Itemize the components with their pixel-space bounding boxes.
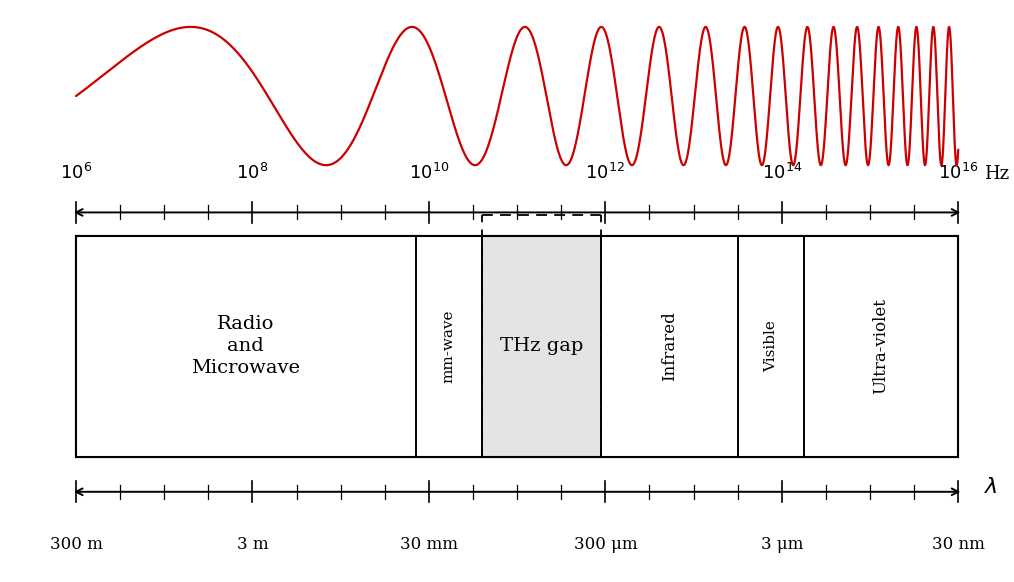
Text: 300 μm: 300 μm — [574, 535, 637, 553]
Text: 30 nm: 30 nm — [932, 535, 985, 553]
Text: $10^{10}$: $10^{10}$ — [409, 163, 449, 183]
Text: Ultra-violet: Ultra-violet — [872, 299, 889, 394]
Text: $10^{14}$: $10^{14}$ — [762, 163, 802, 183]
Text: mm-wave: mm-wave — [442, 310, 455, 383]
Bar — [76, 236, 958, 457]
Text: Radio
and
Microwave: Radio and Microwave — [192, 315, 300, 378]
Text: 3 m: 3 m — [236, 535, 269, 553]
Bar — [416, 236, 482, 457]
Bar — [76, 236, 416, 457]
Bar — [482, 236, 601, 457]
Bar — [601, 236, 738, 457]
Bar — [76, 236, 958, 457]
Bar — [738, 236, 804, 457]
Text: Visible: Visible — [764, 320, 778, 372]
Text: $10^{6}$: $10^{6}$ — [60, 163, 92, 183]
Text: Hz: Hz — [984, 165, 1009, 183]
Text: 300 m: 300 m — [50, 535, 102, 553]
Text: THz gap: THz gap — [500, 338, 583, 355]
Text: $10^{12}$: $10^{12}$ — [585, 163, 626, 183]
Text: $10^{8}$: $10^{8}$ — [236, 163, 269, 183]
Text: 30 mm: 30 mm — [400, 535, 458, 553]
Text: Infrared: Infrared — [661, 311, 677, 381]
Text: $\lambda$: $\lambda$ — [984, 476, 998, 498]
Bar — [804, 236, 958, 457]
Text: 3 μm: 3 μm — [760, 535, 803, 553]
Text: $10^{16}$: $10^{16}$ — [938, 163, 979, 183]
